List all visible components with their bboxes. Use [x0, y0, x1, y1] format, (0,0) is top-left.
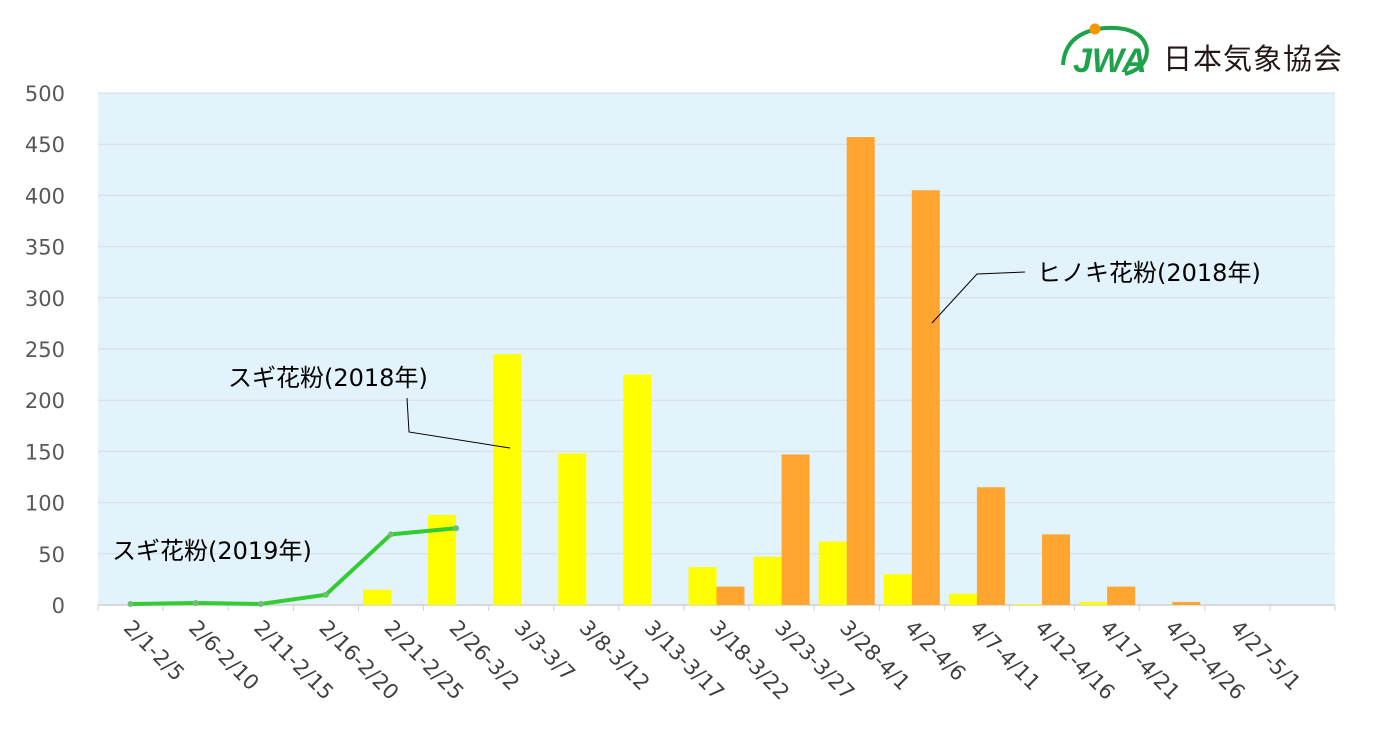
bar-hinoki-2018: [1172, 601, 1201, 605]
bar-sugi-2018: [753, 556, 782, 605]
bar-sugi-2018: [688, 567, 717, 605]
point-sugi-2019: [192, 599, 199, 606]
point-sugi-2019: [127, 600, 134, 607]
bar-hinoki-2018: [716, 586, 745, 605]
bar-hinoki-2018: [1107, 586, 1136, 605]
bar-sugi-2018: [558, 453, 587, 605]
bar-sugi-2018: [1079, 601, 1108, 605]
bar-hinoki-2018: [846, 137, 875, 606]
y-tick-label: 450: [25, 133, 65, 157]
bar-sugi-2018: [493, 354, 522, 605]
y-tick-label: 500: [25, 82, 65, 106]
annotation-sugi-2019: スギ花粉(2019年): [112, 537, 312, 565]
line-sugi-2019: [130, 526, 457, 606]
bar-hinoki-2018: [976, 487, 1005, 605]
annotation-sugi-2018: スギ花粉(2018年): [228, 364, 428, 392]
y-tick-label: 250: [25, 338, 65, 362]
point-sugi-2019: [453, 525, 460, 532]
point-sugi-2019: [322, 591, 329, 598]
point-sugi-2019: [387, 531, 394, 538]
x-tick-label: 2/1-2/5: [119, 616, 189, 686]
x-tick-label: 4/7-4/11: [965, 616, 1045, 696]
bar-sugi-2018: [818, 541, 847, 605]
bar-sugi-2018: [623, 374, 652, 605]
bar-sugi-2018: [883, 574, 912, 605]
y-tick-label: 50: [38, 543, 65, 567]
svg-text:JWA: JWA: [1073, 42, 1147, 80]
y-tick-label: 100: [25, 492, 65, 516]
bar-hinoki-2018: [911, 190, 940, 605]
bar-sugi-2018: [948, 593, 977, 605]
x-tick-label: 3/8-3/12: [575, 616, 655, 696]
y-tick-label: 350: [25, 236, 65, 260]
bar-sugi-2018: [362, 589, 391, 605]
point-sugi-2019: [257, 600, 264, 607]
y-tick-label: 400: [25, 184, 65, 208]
y-tick-label: 200: [25, 389, 65, 413]
bar-hinoki-2018: [781, 454, 810, 605]
x-tick-label: 2/6-2/10: [184, 616, 264, 696]
logo-text: 日本気象協会: [1163, 42, 1344, 76]
leader-line: [406, 397, 511, 449]
annotation-hinoki-2018: ヒノキ花粉(2018年): [1037, 259, 1261, 287]
bar-hinoki-2018: [1042, 534, 1071, 605]
y-tick-label: 300: [25, 287, 65, 311]
jwa-logo-icon: JWA: [1061, 23, 1150, 80]
y-tick-label: 0: [52, 594, 65, 618]
bar-sugi-2018: [1014, 603, 1043, 605]
leader-line: [931, 271, 1026, 324]
y-tick-label: 150: [25, 440, 65, 464]
